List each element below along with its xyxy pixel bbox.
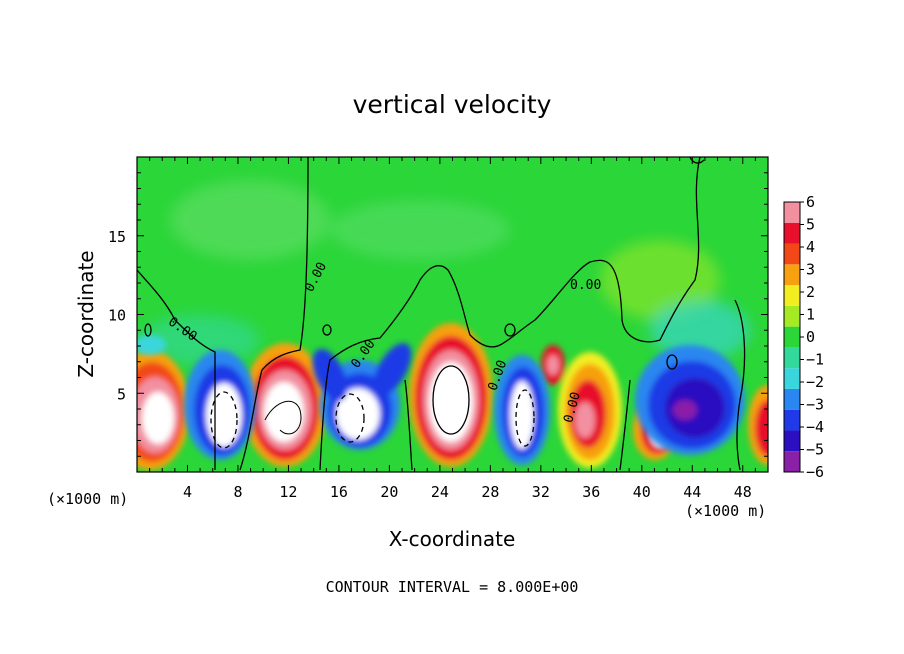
x-tick-label: 12 (279, 483, 297, 501)
colorbar-tick-label: 3 (806, 261, 815, 279)
y-axis: 5 10 15 (108, 156, 768, 473)
chart-title: vertical velocity (353, 90, 552, 119)
y-tick-label: 10 (108, 307, 126, 325)
colorbar-swatch (784, 368, 800, 389)
x-tick-label: 48 (734, 483, 752, 501)
colorbar-swatch (784, 243, 800, 265)
x-unit-right: (×1000 m) (685, 502, 766, 520)
colorbar-swatch (784, 285, 800, 306)
x-tick-label: 16 (330, 483, 348, 501)
colorbar-swatch (784, 347, 800, 369)
contour-label: 0.00 (570, 278, 601, 293)
colorbar-tick-label: −6 (806, 463, 824, 481)
colorbar: −6 −5 −4 −3 −2 −1 0 1 2 3 4 5 6 (783, 193, 824, 481)
contour-lines (137, 157, 746, 471)
y-tick-label: 15 (108, 228, 126, 246)
colorbar-swatch (784, 451, 800, 472)
x-tick-label: 20 (380, 483, 398, 501)
colorbar-swatch (784, 409, 800, 431)
colorbar-swatch (784, 202, 800, 223)
colorbar-tick-label: 0 (806, 328, 815, 346)
y-tick-label: 5 (117, 385, 126, 403)
colorbar-tick-label: −5 (806, 441, 824, 459)
y-axis-label: Z-coordinate (74, 250, 98, 377)
colorbar-swatch (784, 222, 800, 244)
colorbar-swatch (784, 305, 800, 327)
colorbar-tick-label: 1 (806, 306, 815, 324)
x-tick-label: 28 (481, 483, 499, 501)
contour-interval-note: CONTOUR INTERVAL = 8.000E+00 (326, 578, 579, 596)
colorbar-tick-label: −1 (806, 351, 824, 369)
colorbar-swatch (784, 388, 800, 410)
x-tick-label: 44 (683, 483, 701, 501)
velocity-field (137, 157, 768, 472)
x-unit-left: (×1000 m) (47, 490, 128, 508)
x-axis: 4 8 12 16 20 24 28 32 36 40 44 48 (136, 157, 769, 501)
colorbar-tick-label: −3 (806, 396, 824, 414)
colorbar-tick-label: 4 (806, 238, 815, 256)
colorbar-swatch (784, 430, 800, 452)
x-axis-label: X-coordinate (389, 527, 516, 551)
x-tick-label: 40 (633, 483, 651, 501)
colorbar-swatch (784, 326, 800, 348)
colorbar-tick-label: −4 (806, 418, 824, 436)
x-tick-label: 8 (233, 483, 242, 501)
colorbar-tick-label: 5 (806, 216, 815, 234)
colorbar-swatch (784, 264, 800, 286)
colorbar-tick-label: 6 (806, 193, 815, 211)
x-tick-label: 36 (582, 483, 600, 501)
colorbar-tick-label: 2 (806, 283, 815, 301)
x-tick-label: 4 (183, 483, 192, 501)
colorbar-tick-label: −2 (806, 373, 824, 391)
x-tick-label: 32 (532, 483, 550, 501)
x-tick-label: 24 (431, 483, 449, 501)
